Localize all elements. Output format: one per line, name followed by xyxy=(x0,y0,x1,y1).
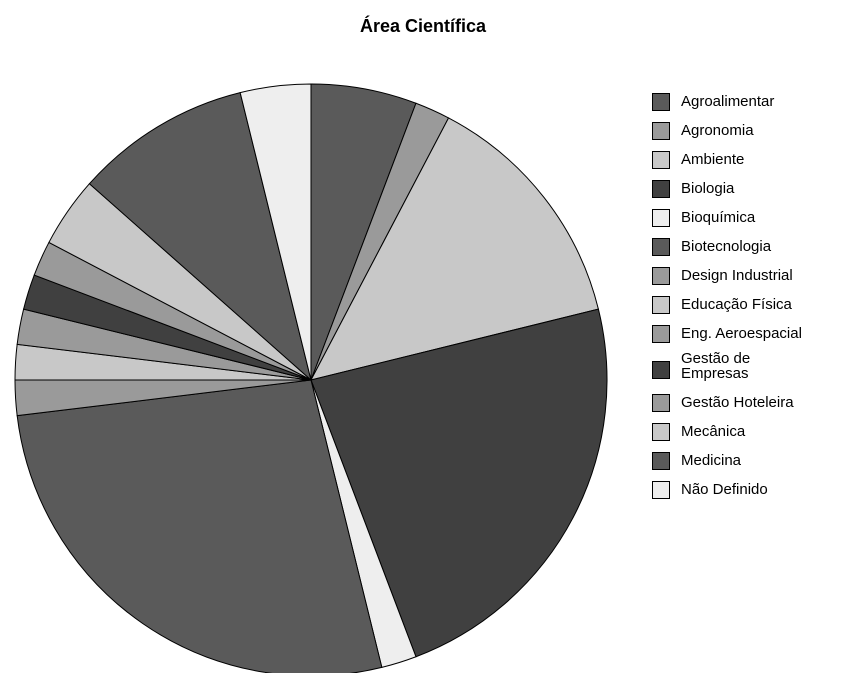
legend-item-medicina: Medicina xyxy=(652,449,846,478)
legend-swatch xyxy=(652,209,670,227)
legend-item-nao-definido: Não Definido xyxy=(652,478,846,507)
legend-swatch xyxy=(652,361,670,379)
legend-item-bioquimica: Bioquímica xyxy=(652,206,846,235)
legend-swatch xyxy=(652,481,670,499)
legend-item-educacao-fisica: Educação Física xyxy=(652,293,846,322)
legend-swatch xyxy=(652,423,670,441)
legend-item-biotecnologia: Biotecnologia xyxy=(652,235,846,264)
legend-label: Educação Física xyxy=(681,296,792,313)
pie-slice-nao-definido xyxy=(239,83,312,381)
legend-item-eng-aeroespacial: Eng. Aeroespacial xyxy=(652,322,846,351)
legend-label: Agronomia xyxy=(681,122,754,139)
pie-slice-biotecnologia xyxy=(16,379,383,673)
legend-swatch xyxy=(652,180,670,198)
legend-item-gestao-de-empresas: Gestão de Empresas xyxy=(652,351,846,391)
pie-slice-ambiente xyxy=(310,117,600,381)
legend-label: Bioquímica xyxy=(681,209,756,226)
legend-label: Eng. Aeroespacial xyxy=(681,325,802,342)
legend-label: Biotecnologia xyxy=(681,238,772,255)
legend-item-ambiente: Ambiente xyxy=(652,148,846,177)
legend-swatch xyxy=(652,452,670,470)
legend-swatch xyxy=(652,394,670,412)
legend-item-gestao-hoteleira: Gestão Hoteleira xyxy=(652,391,846,420)
legend-swatch xyxy=(652,296,670,314)
legend-item-mecanica: Mecânica xyxy=(652,420,846,449)
legend-label: Não Definido xyxy=(681,481,768,498)
legend-label: Biologia xyxy=(681,180,735,197)
legend-item-design-industrial: Design Industrial xyxy=(652,264,846,293)
legend-swatch xyxy=(652,122,670,140)
legend-item-agroalimentar: Agroalimentar xyxy=(652,90,846,119)
chart-title: Área Científica xyxy=(359,16,487,36)
legend-swatch xyxy=(652,325,670,343)
legend-swatch xyxy=(652,93,670,111)
legend-label: Gestão Hoteleira xyxy=(681,394,794,411)
legend-item-biologia: Biologia xyxy=(652,177,846,206)
pie-slice-medicina xyxy=(88,91,312,382)
legend-label: Agroalimentar xyxy=(681,93,775,110)
legend-swatch xyxy=(652,151,670,169)
legend-swatch xyxy=(652,238,670,256)
chart-legend: Agroalimentar Agronomia Ambiente Biologia Bi… xyxy=(652,90,846,507)
legend-label: Ambiente xyxy=(681,151,745,168)
legend-swatch xyxy=(652,267,670,285)
legend-label: Medicina xyxy=(681,452,742,469)
legend-label: Design Industrial xyxy=(681,267,793,284)
pie-slice-biologia xyxy=(310,308,608,658)
legend-label: Mecânica xyxy=(681,423,746,440)
legend-label: Gestão de Empresas xyxy=(681,350,751,382)
legend-item-agronomia: Agronomia xyxy=(652,119,846,148)
